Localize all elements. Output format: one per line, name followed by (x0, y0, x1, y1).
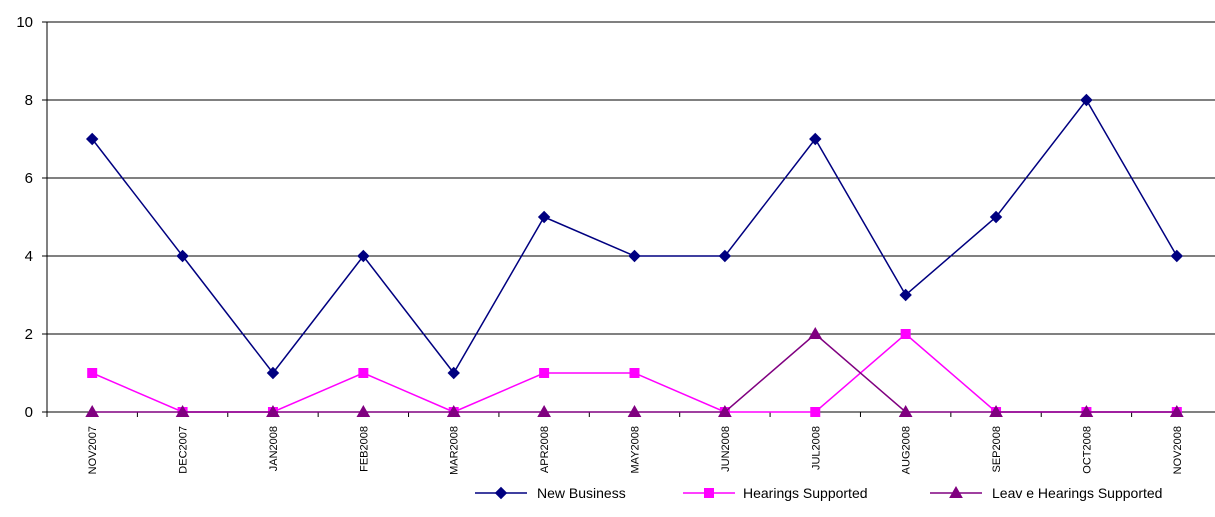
gridlines (47, 21, 1215, 335)
legend-label: New Business (537, 485, 626, 501)
x-tick-label: MAY2008 (630, 426, 642, 474)
series-2 (85, 326, 1184, 417)
legend-item: Leav e Hearings Supported (930, 485, 1162, 501)
x-tick-label: DEC2007 (178, 426, 190, 474)
data-point (898, 404, 913, 417)
data-point (176, 249, 189, 263)
data-point (175, 404, 190, 417)
y-tick-label: 6 (25, 170, 33, 187)
data-point (357, 249, 370, 263)
legend-item: New Business (475, 485, 626, 501)
x-tick-label: NOV2008 (1172, 426, 1184, 474)
legend-marker (704, 488, 714, 498)
series-1 (87, 329, 1182, 417)
x-tick-label: SEP2008 (991, 426, 1003, 472)
data-point (537, 404, 551, 417)
series-0 (85, 93, 1184, 380)
data-point (537, 210, 551, 224)
x-tick-label: OCT2008 (1081, 426, 1093, 474)
data-point (989, 210, 1003, 224)
y-tick-label: 10 (16, 14, 33, 31)
x-tick-label: MAR2008 (449, 426, 461, 475)
data-point (1169, 404, 1184, 417)
x-tick-label: JAN2008 (268, 426, 280, 471)
axes (46, 22, 1215, 413)
data-point (809, 132, 822, 146)
data-point (900, 329, 911, 339)
data-point (446, 404, 461, 417)
x-tick-label: FEB2008 (358, 426, 370, 472)
legend-label: Hearings Supported (743, 485, 868, 501)
legend-marker (494, 486, 508, 500)
data-point (356, 404, 371, 417)
data-point (266, 366, 280, 380)
legend: New Business Hearings Supported Leav e Hea… (475, 485, 1162, 501)
data-point (1080, 93, 1093, 107)
data-point (358, 368, 369, 378)
y-tick-label: 8 (25, 92, 33, 109)
x-tick-label: AUG2008 (901, 426, 913, 474)
y-axis-ticks: 0 2 4 6 8 10 (16, 14, 47, 421)
x-tick-label: JUN2008 (720, 426, 732, 472)
data-point (1079, 404, 1094, 417)
x-axis-ticks: NOV2007 DEC2007 JAN2008 FEB2008 MAR2008 APR20… (46, 412, 1184, 475)
data-point (87, 368, 98, 378)
data-point (808, 326, 823, 339)
x-tick-label: JUL2008 (810, 426, 822, 470)
data-point (85, 132, 99, 146)
data-point (810, 407, 821, 417)
data-point (266, 404, 280, 417)
legend-label: Leav e Hearings Supported (992, 485, 1162, 501)
series-group (85, 93, 1184, 417)
data-point (85, 404, 100, 417)
y-tick-label: 2 (25, 326, 33, 343)
data-point (899, 288, 912, 302)
data-point (1170, 249, 1184, 263)
data-point (718, 404, 732, 417)
data-point (718, 249, 732, 263)
x-tick-label: APR2008 (539, 426, 551, 473)
data-point (447, 366, 460, 380)
y-tick-label: 0 (25, 404, 33, 421)
x-tick-label: NOV2007 (87, 426, 99, 474)
data-point (539, 368, 550, 378)
legend-item: Hearings Supported (683, 485, 868, 501)
legend-marker (949, 485, 963, 498)
data-point (627, 404, 642, 417)
data-point (989, 404, 1003, 417)
data-point (629, 368, 640, 378)
y-tick-label: 4 (25, 248, 33, 265)
series-line (91, 98, 1178, 375)
data-point (628, 249, 641, 263)
